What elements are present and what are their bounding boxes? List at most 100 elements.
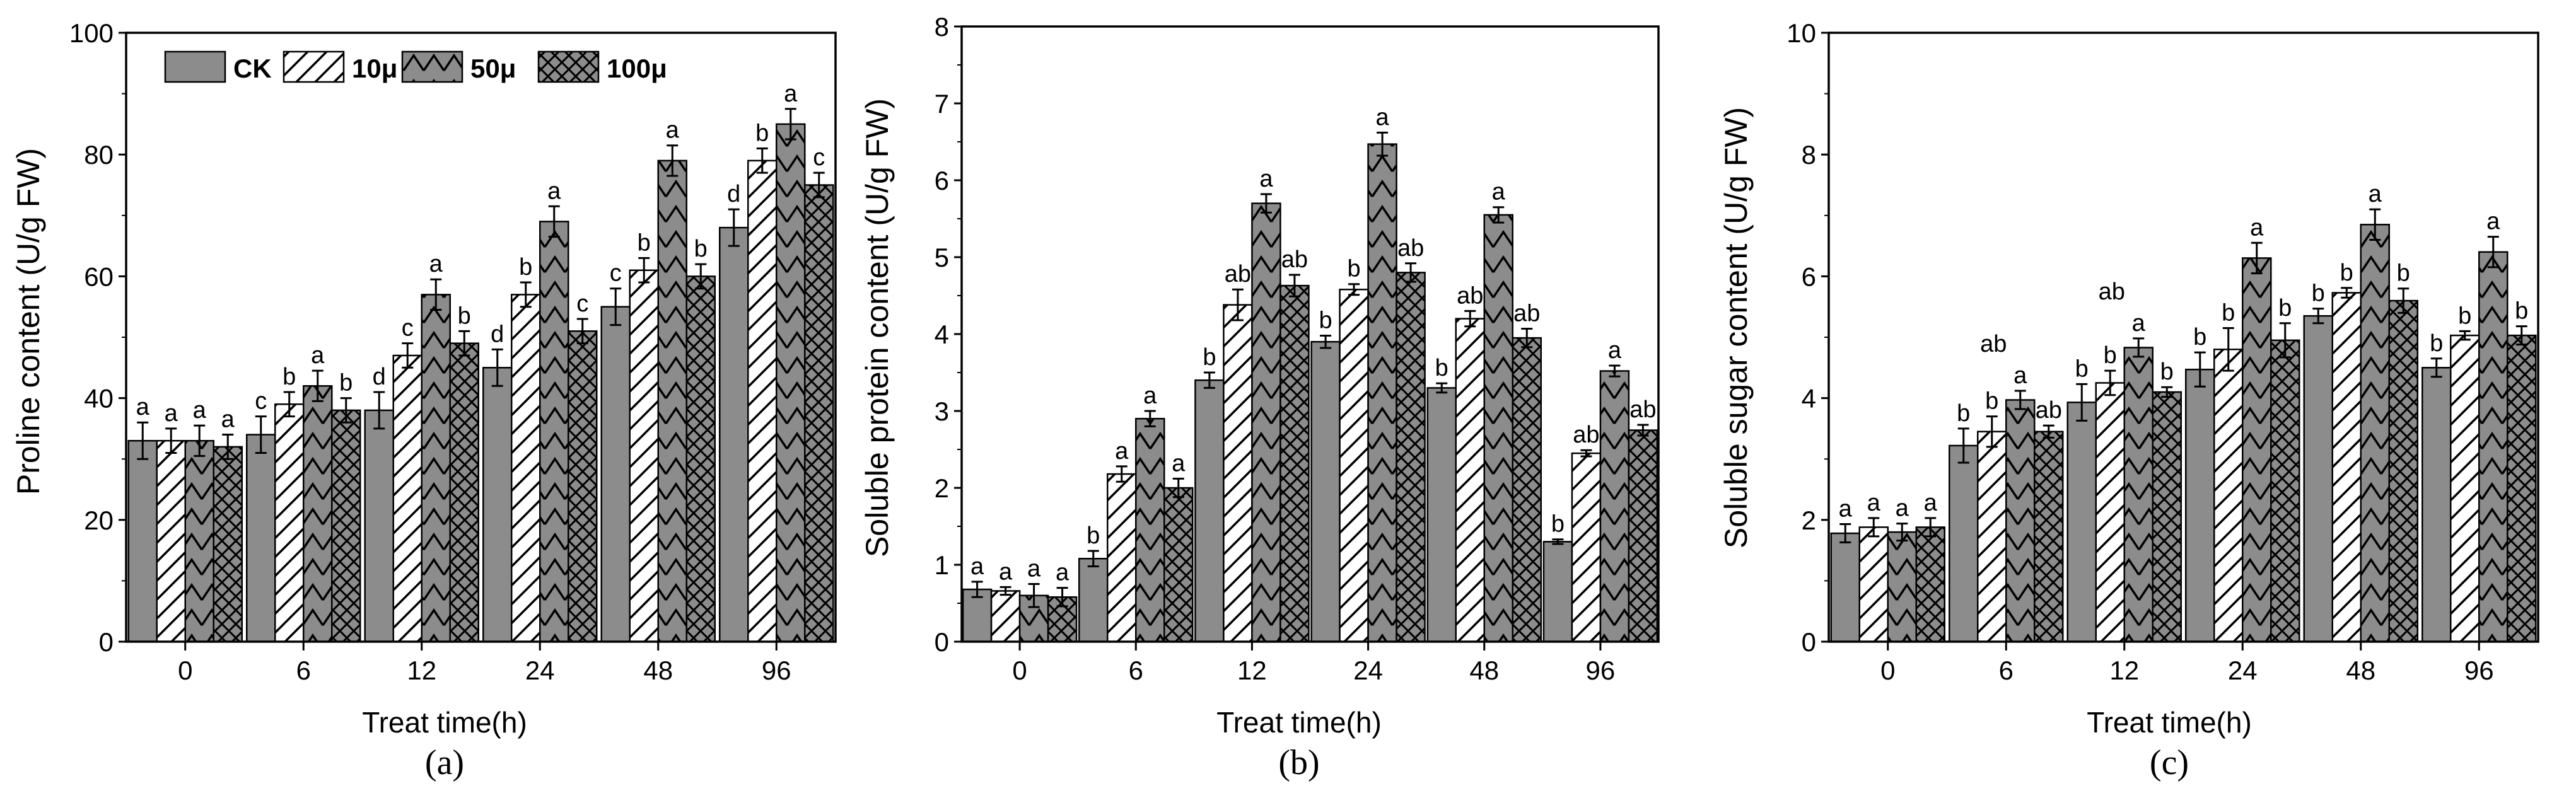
significance-label: b: [1985, 388, 1998, 415]
x-axis-label: Treat time(h): [1216, 706, 1382, 739]
significance-label: a: [1259, 166, 1273, 192]
significance-label: ab: [1397, 235, 1424, 262]
x-tick-label: 6: [1999, 656, 2014, 685]
y-tick-label: 4: [1802, 384, 1816, 413]
bar-CK: [1830, 532, 1860, 643]
significance-label: a: [429, 251, 443, 277]
significance-label: a: [136, 394, 150, 420]
significance-label: ab: [1281, 246, 1308, 273]
chart-panel-c: Soluble sugar content (U/g FW) Treat tim…: [1718, 18, 2539, 782]
panel-label: (a): [425, 743, 464, 782]
bar-10μ: [392, 354, 423, 643]
y-tick-label: 2: [935, 473, 949, 503]
significance-label: b: [2430, 330, 2443, 357]
bar-CK: [1194, 379, 1225, 643]
significance-label: b: [2104, 342, 2117, 369]
bar-CK: [2303, 315, 2333, 643]
legend-item: CK: [164, 50, 272, 83]
x-tick-label: 24: [1353, 656, 1383, 685]
bar-CK: [1949, 444, 1979, 643]
y-tick-label: 1: [935, 550, 949, 580]
bar-100μ: [1915, 526, 1945, 643]
bar-CK: [364, 409, 394, 643]
y-axis-label: Soluble sugar content (U/g FW): [1718, 107, 1754, 548]
significance-label: b: [2340, 260, 2353, 286]
significance-label: b: [1319, 307, 1332, 333]
bar-CK: [2066, 402, 2097, 643]
bar-10μ: [2213, 349, 2244, 643]
bar-100μ: [331, 409, 361, 643]
significance-label: c: [576, 291, 588, 317]
bar-100μ: [2034, 431, 2064, 643]
significance-label: b: [694, 236, 708, 262]
bar-CK: [246, 434, 276, 643]
bar-CK: [719, 226, 749, 643]
significance-label: a: [970, 553, 984, 580]
bar-50μ: [421, 294, 451, 643]
bar-10μ: [990, 590, 1021, 643]
bar-100μ: [685, 275, 716, 643]
bar-10μ: [1339, 288, 1369, 643]
x-tick-label: 48: [1469, 656, 1499, 685]
significance-label: b: [2075, 356, 2089, 382]
chart-panel-b: Soluble protein content (U/g FW) Treat t…: [860, 12, 1660, 782]
significance-label: a: [2250, 214, 2264, 241]
significance-label: b: [2397, 260, 2410, 287]
significance-label: a: [2132, 310, 2146, 337]
legend-label: 100μ: [607, 54, 667, 83]
bar-10μ: [1223, 304, 1253, 643]
group-annotation: ab: [1980, 331, 2007, 357]
y-tick-label: 60: [84, 262, 114, 291]
bar-100μ: [2152, 391, 2182, 643]
x-tick-label: 12: [1237, 656, 1267, 685]
legend-swatch: [537, 50, 600, 83]
x-tick-label: 96: [2464, 656, 2494, 685]
bar-100μ: [568, 330, 598, 643]
y-tick-label: 20: [84, 506, 114, 535]
bar-100μ: [804, 184, 834, 643]
bar-100μ: [1512, 337, 1542, 643]
x-tick-label: 96: [1586, 656, 1616, 685]
bar-50μ: [184, 439, 214, 643]
y-tick-label: 2: [1802, 506, 1816, 535]
bar-CK: [127, 439, 158, 643]
bar-100μ: [1396, 272, 1426, 643]
legend-swatch: [283, 50, 345, 83]
legend: CK 10μ 50μ 100μ: [164, 50, 667, 83]
plot-frame: [960, 25, 1660, 643]
significance-label: c: [402, 315, 414, 342]
y-tick-label: 8: [1802, 140, 1816, 170]
x-axis-label: Treat time(h): [2087, 706, 2252, 739]
significance-label: a: [1115, 438, 1129, 465]
panel-label: (c): [2150, 743, 2189, 782]
bar-100μ: [2388, 299, 2418, 643]
bar-100μ: [213, 446, 243, 643]
y-tick-label: 10: [1786, 18, 1816, 48]
significance-label: a: [999, 558, 1013, 585]
legend-label: 50μ: [470, 54, 516, 83]
bar-50μ: [2005, 399, 2036, 643]
y-tick-label: 7: [935, 89, 949, 119]
panel-label: (b): [1278, 743, 1319, 782]
significance-label: b: [755, 120, 769, 147]
x-axis-label: Treat time(h): [362, 706, 527, 739]
significance-label: b: [2222, 300, 2235, 327]
significance-label: ab: [1225, 261, 1251, 287]
significance-label: d: [491, 321, 504, 347]
bar-100μ: [1628, 429, 1658, 643]
y-tick-label: 0: [99, 627, 114, 657]
legend-label: 10μ: [352, 54, 397, 83]
significance-label: b: [2458, 303, 2471, 329]
bar-50μ: [2360, 224, 2390, 643]
significance-label: b: [1957, 400, 1970, 427]
significance-label: c: [255, 388, 267, 415]
x-tick-label: 96: [762, 656, 791, 685]
bar-50μ: [1135, 417, 1165, 643]
y-axis-label: Proline content (U/g FW): [11, 148, 46, 495]
y-tick-label: 40: [84, 384, 114, 413]
legend-label: CK: [233, 54, 272, 83]
y-tick-label: 3: [935, 396, 949, 426]
bar-CK: [1078, 557, 1109, 643]
